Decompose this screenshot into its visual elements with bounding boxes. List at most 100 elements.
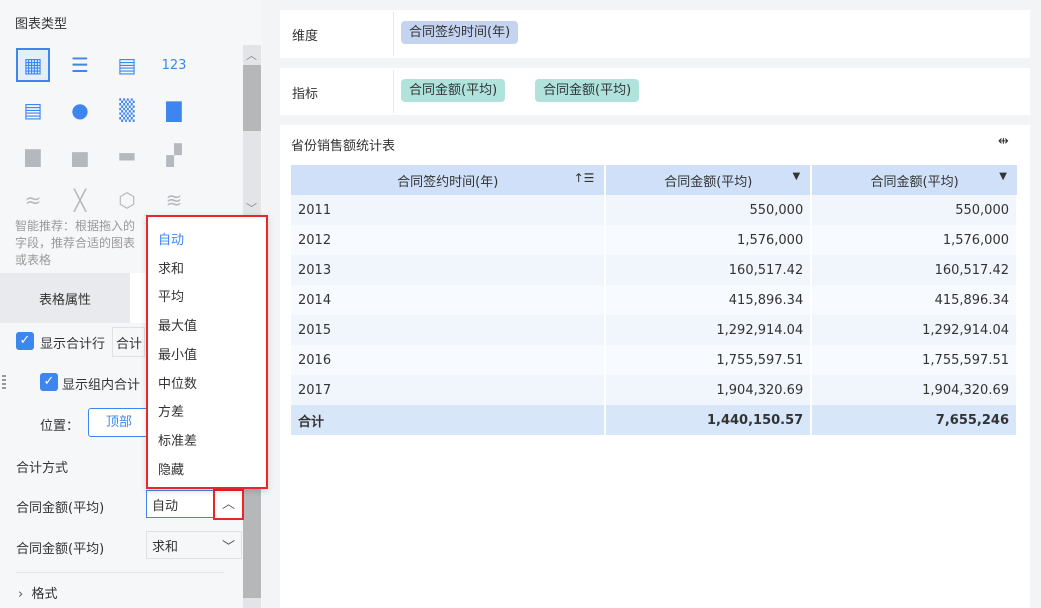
kpi-number-icon[interactable]: 123 bbox=[161, 57, 187, 73]
chevron-down-icon: ﹀ bbox=[221, 539, 235, 555]
line-chart-icon[interactable]: ╳ bbox=[73, 188, 87, 212]
table-row: 2014 415,896.34 415,896.34 bbox=[291, 285, 1018, 315]
step-chart-icon[interactable]: ▞ bbox=[166, 143, 182, 167]
dropdown-option[interactable]: 标准差 bbox=[158, 433, 198, 449]
total-method-title: 合计方式 bbox=[16, 461, 69, 476]
position-top-button[interactable]: 顶部 bbox=[88, 408, 150, 437]
grouped-table-icon[interactable]: ▦ bbox=[16, 48, 50, 82]
indicator-field-pill[interactable]: 合同金额(平均) bbox=[401, 79, 506, 102]
colored-kpi-icon[interactable]: ▤ bbox=[23, 98, 43, 122]
metric-label: 合同金额(平均) bbox=[16, 501, 105, 516]
table-cell: 7,655,246 bbox=[811, 405, 1018, 435]
table-cell: 1,904,320.69 bbox=[811, 375, 1018, 405]
table-cell: 2017 bbox=[291, 375, 607, 405]
scroll-thumb[interactable] bbox=[243, 65, 261, 131]
column-header[interactable]: 合同金额(平均) ▼ bbox=[605, 165, 813, 195]
total-row: 合计 1,440,150.57 7,655,246 bbox=[291, 405, 1018, 435]
dimension-row: 维度 合同签约时间(年) bbox=[280, 10, 1030, 58]
scroll-up-icon[interactable]: ︿ bbox=[246, 49, 257, 62]
select-value: 自动 bbox=[152, 498, 179, 514]
table-cell: 1,440,150.57 bbox=[605, 405, 813, 435]
tab-label: 表格属性 bbox=[38, 292, 91, 308]
chevron-up-icon[interactable]: ︿ bbox=[213, 489, 244, 520]
table-cell: 1,755,597.51 bbox=[605, 345, 813, 375]
dropdown-triangle-icon[interactable]: ▼ bbox=[792, 170, 801, 182]
dropdown-option[interactable]: 最大值 bbox=[158, 319, 198, 335]
table-cell: 2016 bbox=[291, 345, 607, 375]
sort-icon[interactable]: ↑☰ bbox=[573, 170, 595, 185]
radar-icon[interactable]: ⬡ bbox=[118, 188, 136, 212]
show-total-row-checkbox[interactable]: ✓ bbox=[16, 332, 34, 350]
dropdown-option[interactable]: 平均 bbox=[158, 290, 185, 306]
heatmap-icon[interactable]: ▒ bbox=[119, 98, 135, 122]
show-group-total-checkbox[interactable]: ✓ bbox=[40, 373, 58, 391]
detail-table-icon[interactable]: ☰ bbox=[71, 53, 89, 77]
table-row: 2017 1,904,320.69 1,904,320.69 bbox=[291, 375, 1018, 405]
table-cell: 415,896.34 bbox=[811, 285, 1018, 315]
total-method-dropdown: 自动求和平均最大值最小值中位数方差标准差隐藏 bbox=[146, 215, 268, 489]
divider bbox=[393, 70, 394, 113]
show-total-row-label: 显示合计行 bbox=[40, 337, 106, 352]
table-cell: 1,292,914.04 bbox=[811, 315, 1018, 345]
table-cell: 2015 bbox=[291, 315, 607, 345]
bar-chart-icon[interactable]: ▆ bbox=[25, 143, 41, 167]
table-cell: 550,000 bbox=[811, 195, 1018, 225]
chart-list-scrollbar[interactable]: ︿ ﹀ bbox=[243, 45, 261, 217]
table-cell: 2011 bbox=[291, 195, 607, 225]
cross-table-icon[interactable]: ▤ bbox=[117, 53, 137, 77]
format-label: 格式 bbox=[31, 587, 58, 602]
format-section[interactable]: › 格式 bbox=[18, 583, 57, 602]
metric-2-total-select[interactable]: 求和 ﹀ bbox=[146, 531, 242, 559]
dropdown-option[interactable]: 自动 bbox=[158, 233, 185, 248]
data-table: 合同签约时间(年) ↑☰ 合同金额(平均) ▼ 合同金额(平均) ▼ 2011 550,… bbox=[291, 165, 1018, 435]
metric-label: 合同金额(平均) bbox=[16, 542, 105, 557]
scroll-thumb[interactable] bbox=[243, 488, 261, 598]
dropdown-option[interactable]: 最小值 bbox=[158, 347, 198, 363]
column-header[interactable]: 合同签约时间(年) ↑☰ bbox=[291, 165, 607, 195]
chevron-right-icon: › bbox=[18, 587, 24, 602]
header-label: 合同金额(平均) bbox=[870, 174, 959, 190]
table-row: 2012 1,576,000 1,576,000 bbox=[291, 225, 1018, 255]
table-cell: 1,904,320.69 bbox=[605, 375, 813, 405]
drag-handle-icon[interactable] bbox=[2, 375, 6, 389]
column-header[interactable]: 合同金额(平均) ▼ bbox=[811, 165, 1017, 195]
grouped-bar-icon[interactable]: ▇ bbox=[166, 98, 182, 122]
indicator-card-icon[interactable]: ● bbox=[71, 98, 89, 122]
table-cell: 160,517.42 bbox=[605, 255, 813, 285]
table-cell: 160,517.42 bbox=[811, 255, 1018, 285]
table-cell: 1,576,000 bbox=[811, 225, 1018, 255]
table-card: 省份销售额统计表 ⇹ 合同签约时间(年) ↑☰ 合同金额(平均) ▼ 合同金额(平均… bbox=[280, 125, 1030, 608]
scroll-down-icon[interactable]: ﹀ bbox=[246, 202, 257, 215]
divider bbox=[393, 12, 394, 56]
select-value: 求和 bbox=[152, 539, 179, 555]
column-chart-icon[interactable]: ▅ bbox=[72, 143, 88, 167]
dropdown-option[interactable]: 隐藏 bbox=[158, 462, 185, 478]
smart-tip: 智能推荐：根据拖入的字段，推荐合适的图表或表格 bbox=[15, 219, 136, 267]
area-chart-icon[interactable]: ≋ bbox=[165, 188, 183, 212]
header-label: 合同签约时间(年) bbox=[397, 174, 499, 190]
table-cell: 550,000 bbox=[605, 195, 813, 225]
table-cell: 2014 bbox=[291, 285, 607, 315]
position-label: 位置： bbox=[40, 419, 80, 434]
divider bbox=[16, 572, 224, 573]
dropdown-option[interactable]: 方差 bbox=[158, 405, 185, 421]
header-label: 合同金额(平均) bbox=[664, 174, 753, 190]
dropdown-option[interactable]: 求和 bbox=[158, 261, 185, 277]
table-cell: 合计 bbox=[291, 405, 607, 435]
dropdown-option[interactable]: 中位数 bbox=[158, 376, 198, 392]
indicator-field-pill[interactable]: 合同金额(平均) bbox=[535, 79, 640, 102]
dimension-label: 维度 bbox=[292, 29, 319, 44]
table-row: 2013 160,517.42 160,517.42 bbox=[291, 255, 1018, 285]
total-select[interactable]: 合计 bbox=[112, 327, 145, 357]
table-cell: 2013 bbox=[291, 255, 607, 285]
indicator-row: 指标 合同金额(平均) 合同金额(平均) bbox=[280, 68, 1030, 115]
table-cell: 415,896.34 bbox=[605, 285, 813, 315]
waterfall-icon[interactable]: ▬ bbox=[117, 143, 137, 167]
total-select-value: 合计 bbox=[116, 336, 143, 352]
dropdown-triangle-icon[interactable]: ▼ bbox=[999, 170, 1007, 182]
table-cell: 1,576,000 bbox=[605, 225, 813, 255]
fit-width-icon[interactable]: ⇹ bbox=[998, 134, 1009, 149]
dimension-field-pill[interactable]: 合同签约时间(年) bbox=[401, 21, 519, 44]
tab-table-properties[interactable]: 表格属性 bbox=[0, 273, 130, 323]
multi-line-icon[interactable]: ≈ bbox=[24, 188, 42, 212]
